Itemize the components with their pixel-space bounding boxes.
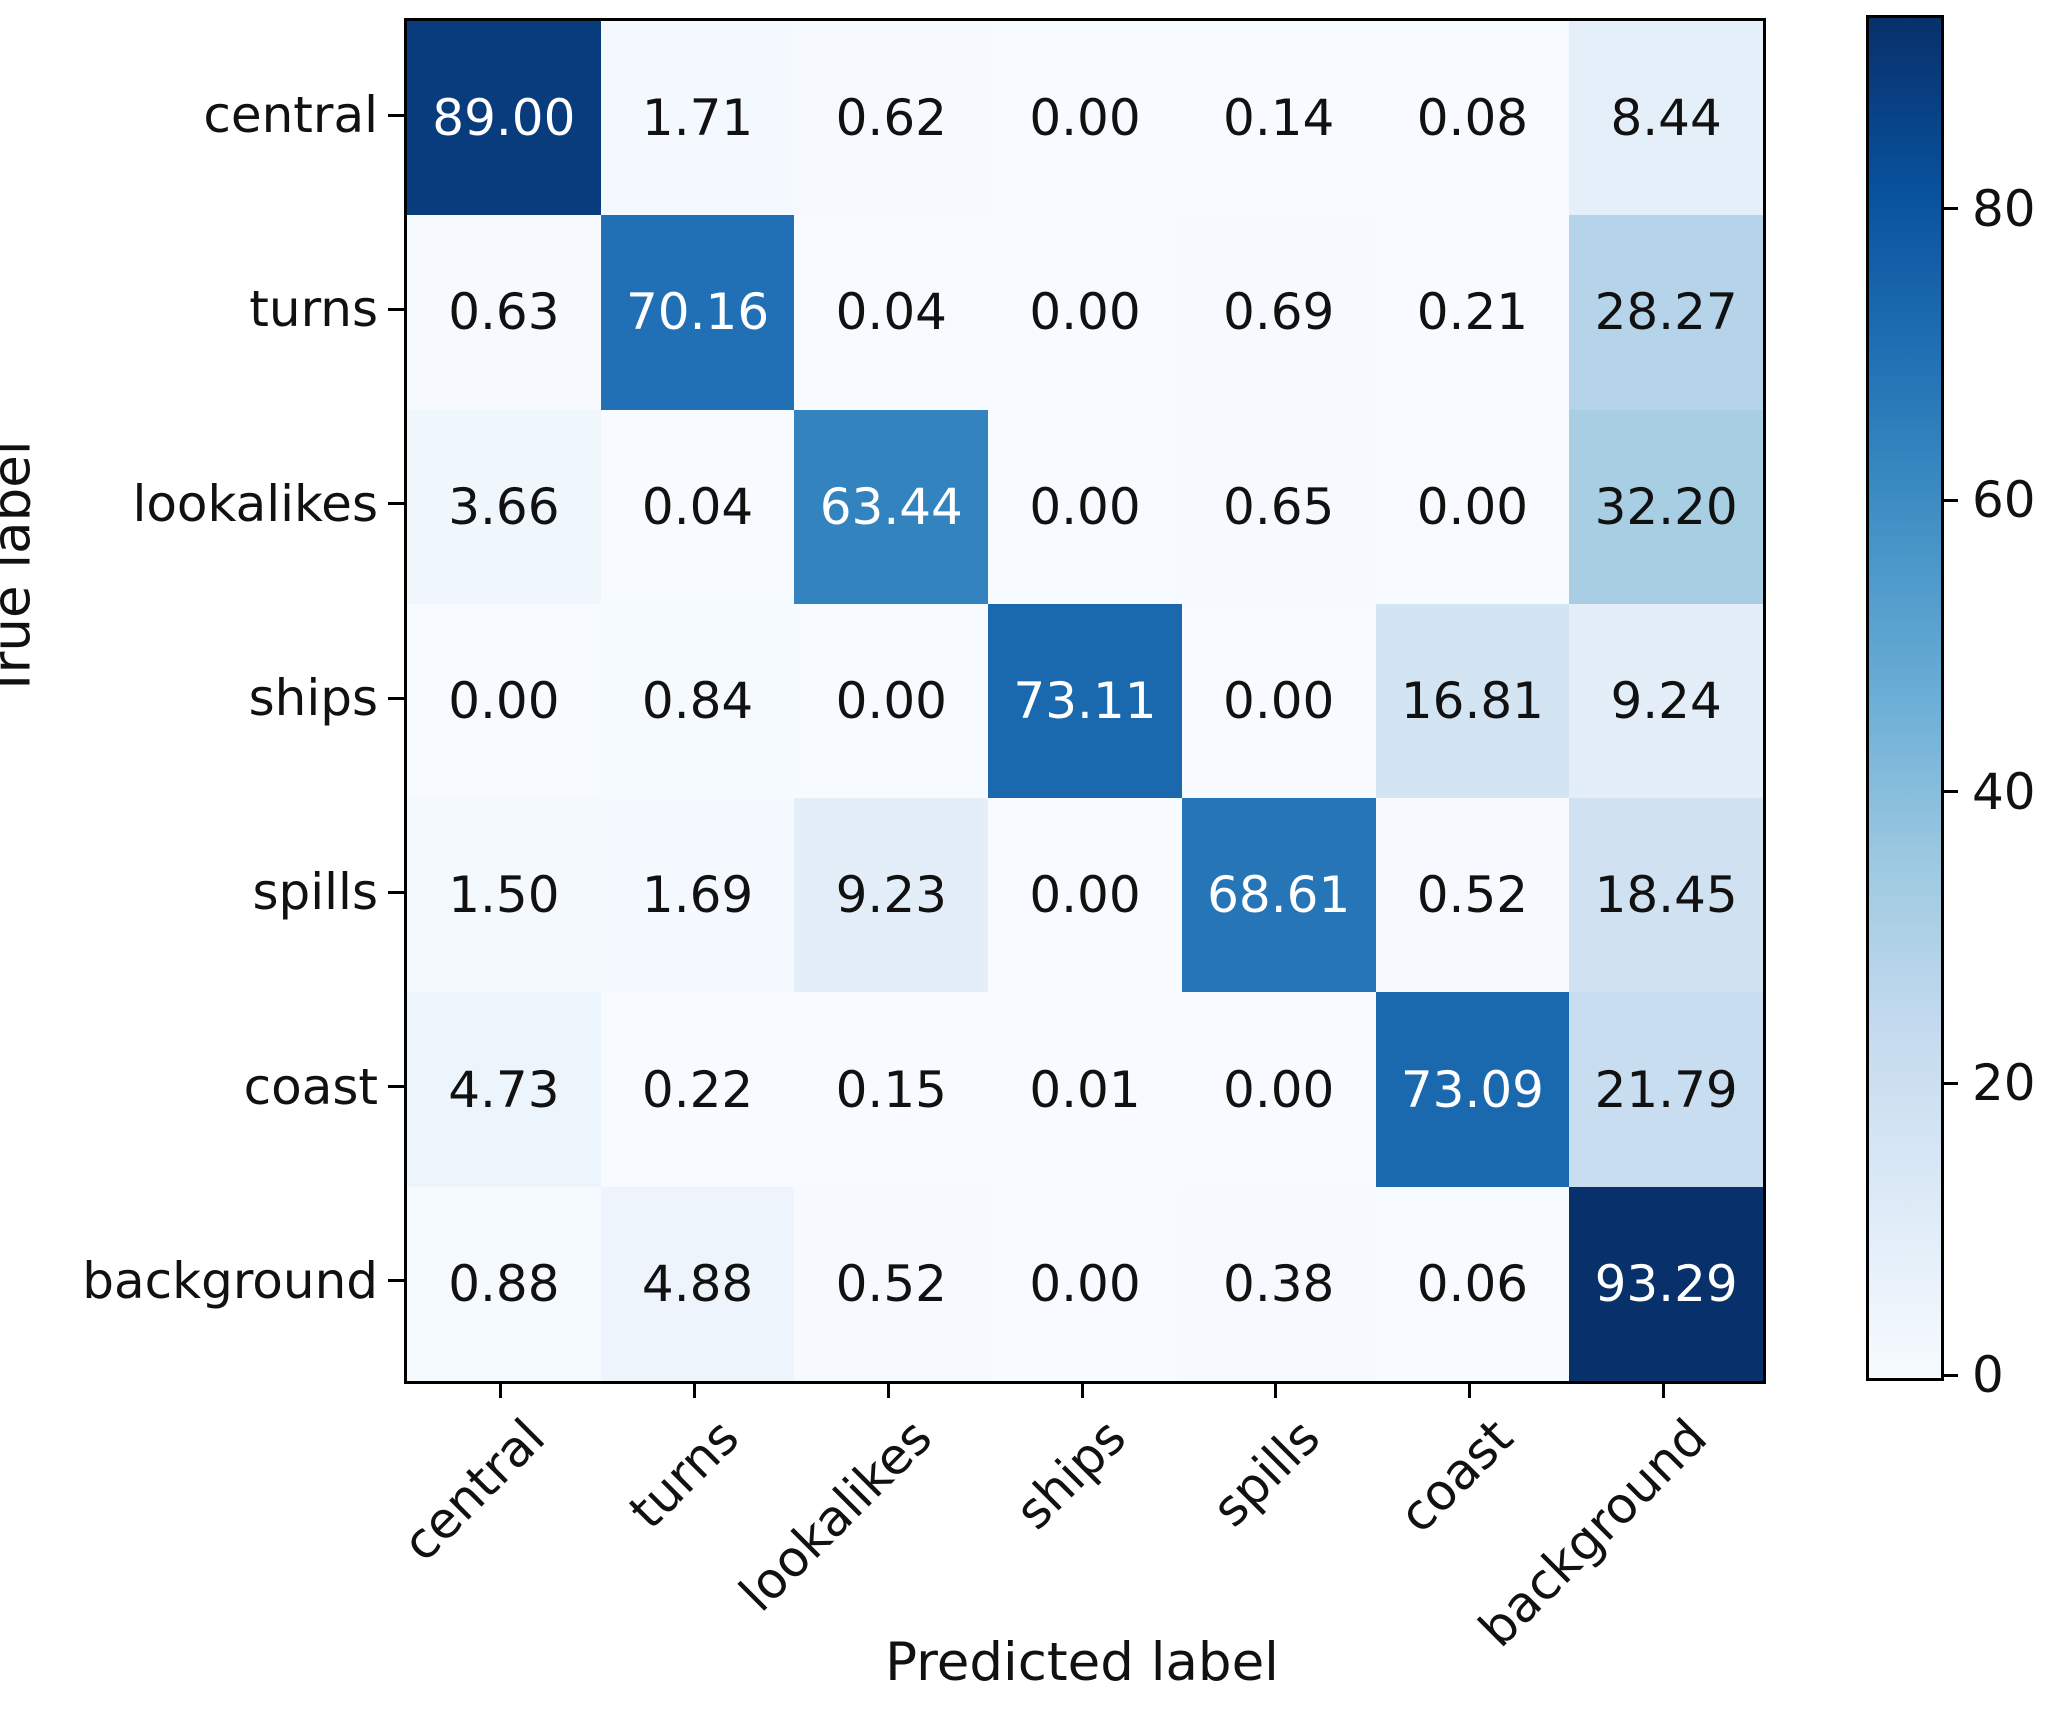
heatmap-cell-spills-turns: 1.69 xyxy=(600,798,795,993)
x-axis-title: Predicted label xyxy=(885,1632,1279,1693)
y-tick-mark xyxy=(388,1279,404,1283)
heatmap-cell-ships-turns: 0.84 xyxy=(600,603,795,799)
heatmap-cell-turns-central: 0.63 xyxy=(407,215,601,410)
x-tick-mark xyxy=(886,1381,890,1398)
colorbar-tick-label-20: 20 xyxy=(1972,1054,2036,1113)
colorbar-tick-mark xyxy=(1941,498,1958,502)
heatmap-cell-central-lookalikes: 0.62 xyxy=(794,21,989,216)
heatmap-cell-lookalikes-lookalikes: 63.44 xyxy=(794,409,989,604)
y-tick-mark xyxy=(388,502,404,506)
heatmap-cell-background-lookalikes: 0.52 xyxy=(794,1186,989,1381)
heatmap-cell-central-central: 89.00 xyxy=(407,21,601,216)
heatmap-cell-lookalikes-coast: 0.00 xyxy=(1375,409,1570,604)
heatmap-cell-lookalikes-background: 32.20 xyxy=(1569,409,1763,604)
y-tick-mark xyxy=(388,696,404,700)
heatmap-cell-central-turns: 1.71 xyxy=(600,21,795,216)
heatmap-cell-central-background: 8.44 xyxy=(1569,21,1763,216)
heatmap-cell-spills-ships: 0.00 xyxy=(988,798,1182,993)
y-tick-mark xyxy=(388,307,404,311)
heatmap-cell-central-spills: 0.14 xyxy=(1181,21,1376,216)
y-tick-label-coast: coast xyxy=(243,1057,378,1116)
heatmap-cell-ships-spills: 0.00 xyxy=(1181,603,1376,799)
heatmap-cell-background-turns: 4.88 xyxy=(600,1186,795,1381)
y-tick-mark xyxy=(388,890,404,894)
y-tick-mark xyxy=(388,1085,404,1089)
x-tick-mark xyxy=(1661,1381,1665,1398)
heatmap-cell-background-coast: 0.06 xyxy=(1375,1186,1570,1381)
heatmap-cell-coast-central: 4.73 xyxy=(407,992,601,1187)
colorbar-tick-mark xyxy=(1941,1373,1958,1377)
colorbar-tick-mark xyxy=(1941,790,1958,794)
heatmap-cell-turns-coast: 0.21 xyxy=(1375,215,1570,410)
heatmap-cell-central-ships: 0.00 xyxy=(988,21,1182,216)
colorbar-tick-mark xyxy=(1941,207,1958,211)
heatmap-cell-coast-ships: 0.01 xyxy=(988,992,1182,1187)
x-tick-mark xyxy=(1467,1381,1471,1398)
heatmap-cell-lookalikes-central: 3.66 xyxy=(407,409,601,604)
heatmap-cell-coast-background: 21.79 xyxy=(1569,992,1763,1187)
x-tick-mark xyxy=(693,1381,697,1398)
heatmap-cell-ships-ships: 73.11 xyxy=(988,603,1182,799)
y-tick-label-lookalikes: lookalikes xyxy=(132,474,378,533)
heatmap-cell-turns-ships: 0.00 xyxy=(988,215,1182,410)
heatmap-cell-coast-spills: 0.00 xyxy=(1181,992,1376,1187)
heatmap-cell-coast-lookalikes: 0.15 xyxy=(794,992,989,1187)
heatmap-cell-lookalikes-turns: 0.04 xyxy=(600,409,795,604)
colorbar xyxy=(1866,15,1944,1381)
heatmap-cell-spills-coast: 0.52 xyxy=(1375,798,1570,993)
heatmap-cell-spills-lookalikes: 9.23 xyxy=(794,798,989,993)
colorbar-tick-label-40: 40 xyxy=(1972,762,2036,821)
colorbar-tick-label-0: 0 xyxy=(1972,1346,2004,1404)
heatmap-grid: 89.00 1.71 0.62 0.00 0.14 0.08 8.44 0.63 70.16 0.… xyxy=(404,18,1766,1384)
colorbar-tick-label-60: 60 xyxy=(1972,471,2036,530)
heatmap-cell-lookalikes-ships: 0.00 xyxy=(988,409,1182,604)
heatmap-cell-coast-turns: 0.22 xyxy=(600,992,795,1187)
heatmap-cell-background-background: 93.29 xyxy=(1569,1186,1763,1381)
y-tick-label-ships: ships xyxy=(248,669,378,727)
heatmap-cell-ships-central: 0.00 xyxy=(407,603,601,799)
heatmap-cell-ships-background: 9.24 xyxy=(1569,603,1763,799)
x-tick-mark xyxy=(1080,1381,1084,1398)
heatmap-cell-turns-lookalikes: 0.04 xyxy=(794,215,989,410)
heatmap-cell-spills-spills: 68.61 xyxy=(1181,798,1376,993)
heatmap-cell-coast-coast: 73.09 xyxy=(1375,992,1570,1187)
heatmap-cell-central-coast: 0.08 xyxy=(1375,21,1570,216)
y-tick-label-central: central xyxy=(203,86,378,145)
heatmap-cell-spills-central: 1.50 xyxy=(407,798,601,993)
heatmap-cell-turns-turns: 70.16 xyxy=(600,215,795,410)
x-tick-mark xyxy=(1274,1381,1278,1398)
colorbar-tick-mark xyxy=(1941,1081,1958,1085)
heatmap-cell-spills-background: 18.45 xyxy=(1569,798,1763,993)
heatmap-cell-background-spills: 0.38 xyxy=(1181,1186,1376,1381)
colorbar-tick-label-80: 80 xyxy=(1972,179,2036,238)
x-tick-mark xyxy=(499,1381,503,1398)
heatmap-cell-turns-spills: 0.69 xyxy=(1181,215,1376,410)
heatmap-cell-background-central: 0.88 xyxy=(407,1186,601,1381)
y-tick-label-background: background xyxy=(82,1251,378,1310)
heatmap-cell-turns-background: 28.27 xyxy=(1569,215,1763,410)
y-tick-label-spills: spills xyxy=(252,863,378,922)
y-tick-mark xyxy=(388,113,404,117)
heatmap-cell-lookalikes-spills: 0.65 xyxy=(1181,409,1376,604)
heatmap-cell-background-ships: 0.00 xyxy=(988,1186,1182,1381)
heatmap-cell-ships-lookalikes: 0.00 xyxy=(794,603,989,799)
y-tick-label-turns: turns xyxy=(249,280,378,339)
heatmap-cell-ships-coast: 16.81 xyxy=(1375,603,1570,799)
